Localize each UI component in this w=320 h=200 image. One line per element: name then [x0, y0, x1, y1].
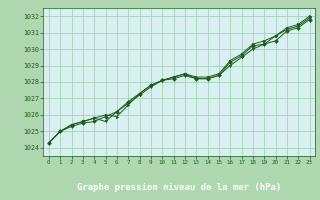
Text: Graphe pression niveau de la mer (hPa): Graphe pression niveau de la mer (hPa): [77, 183, 281, 192]
